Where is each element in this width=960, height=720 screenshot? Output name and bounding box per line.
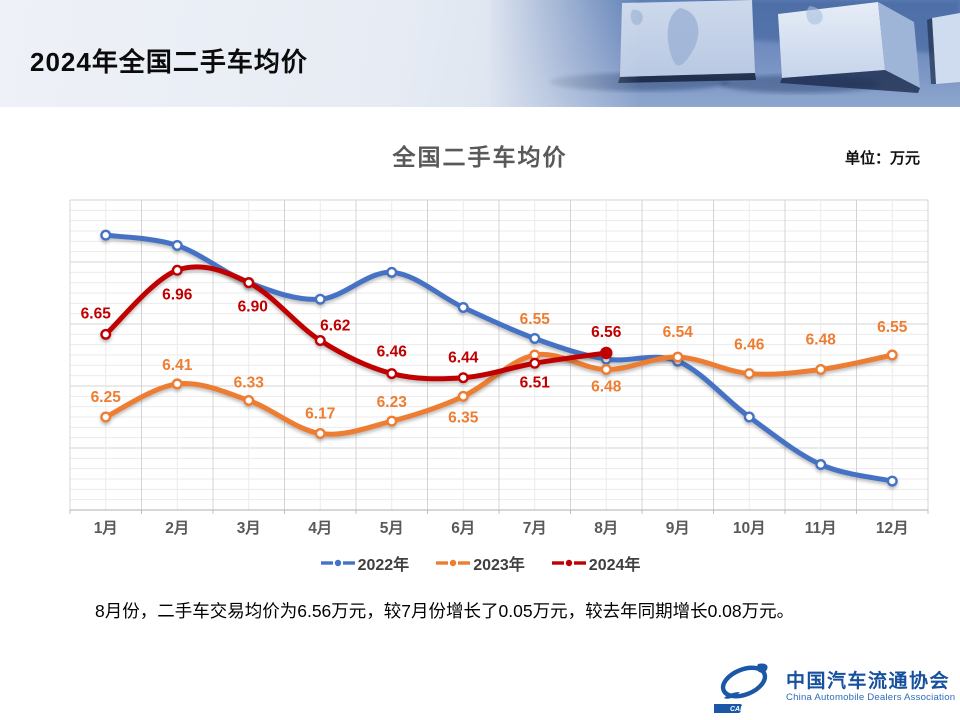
data-label: 6.35 <box>448 409 479 426</box>
data-point <box>100 328 112 340</box>
cada-abbr-text: CADA <box>730 706 750 713</box>
summary-text: 8月份，二手车交易均价为6.56万元，较7月份增长了0.05万元，较去年同期增长… <box>95 601 795 621</box>
data-point <box>457 390 469 402</box>
x-axis-label: 11月 <box>805 519 837 537</box>
data-label: 6.48 <box>806 331 837 348</box>
data-point <box>100 229 112 241</box>
data-point <box>314 293 326 305</box>
legend-label: 2022年 <box>357 557 410 574</box>
data-label: 6.48 <box>591 378 622 395</box>
data-point <box>457 301 469 313</box>
data-point <box>171 239 183 251</box>
data-point <box>100 411 112 423</box>
data-label: 6.96 <box>162 286 193 303</box>
legend-label: 2024年 <box>588 557 641 574</box>
legend-item-2023年: 2023年 <box>435 551 525 575</box>
legend-item-2024年: 2024年 <box>551 551 641 575</box>
data-point <box>171 378 183 390</box>
data-label: 6.41 <box>162 357 193 374</box>
data-point <box>314 428 326 440</box>
data-point <box>386 415 398 427</box>
page-title: 2024年全国二手车均价 <box>30 47 308 77</box>
data-point <box>815 459 827 471</box>
data-point <box>672 351 684 363</box>
data-label: 6.17 <box>305 406 335 423</box>
logo-org-name-cn: 中国汽车流通协会 <box>786 670 951 692</box>
x-axis-label: 10月 <box>733 519 766 537</box>
data-point <box>886 349 898 361</box>
header-band: 2024年全国二手车均价 <box>0 0 960 107</box>
data-point <box>171 264 183 276</box>
data-label: 6.44 <box>448 350 479 367</box>
legend-marker-icon <box>551 559 586 567</box>
data-point <box>243 277 255 289</box>
data-label: 6.90 <box>238 299 268 316</box>
data-point <box>743 411 755 423</box>
cada-logo-icon: CADA <box>714 663 768 713</box>
data-point <box>386 266 398 278</box>
x-axis-label: 4月 <box>308 519 332 537</box>
header-decoration-cubes-icon <box>490 0 960 107</box>
data-point <box>243 394 255 406</box>
data-label: 6.56 <box>591 324 622 341</box>
logo-org-name-en: China Automobile Dealers Association <box>786 692 956 704</box>
data-label: 6.65 <box>81 305 112 322</box>
chart-legend: 2022年 2023年 2024年 <box>0 551 960 575</box>
data-point <box>886 475 898 487</box>
legend-marker-icon <box>320 559 355 567</box>
data-label: 6.25 <box>91 389 122 406</box>
data-label: 6.51 <box>520 374 551 391</box>
price-line-chart: 6.25 6.41 6.33 6.17 6.23 6.35 6.55 6.48 6.54 6.46… <box>69 199 929 537</box>
x-axis-label: 6月 <box>451 519 475 537</box>
x-axis-label: 9月 <box>666 519 690 537</box>
chart-title: 全国二手车均价 <box>392 144 568 170</box>
data-point <box>600 363 612 375</box>
legend-marker-icon <box>436 559 471 567</box>
data-point <box>529 357 541 369</box>
data-point <box>743 368 755 380</box>
series-2024年 <box>100 264 613 384</box>
legend-label: 2023年 <box>473 557 525 574</box>
data-label: 6.62 <box>320 318 350 335</box>
data-point <box>815 363 827 375</box>
data-label: 6.23 <box>377 394 408 411</box>
x-axis-label: 8月 <box>594 519 618 537</box>
unit-label: 单位：万元 <box>844 150 920 167</box>
data-label: 6.55 <box>877 319 908 336</box>
data-point <box>600 346 613 360</box>
x-axis-label: 1月 <box>94 519 118 537</box>
data-point <box>529 332 541 344</box>
x-axis-label: 5月 <box>380 519 404 537</box>
legend-item-2022年: 2022年 <box>320 551 410 575</box>
data-label: 6.55 <box>520 311 551 328</box>
grid <box>69 199 929 514</box>
x-axis-label: 2月 <box>165 519 189 537</box>
x-axis-label: 12月 <box>876 519 909 537</box>
data-label: 6.46 <box>734 337 765 354</box>
data-point <box>386 368 398 380</box>
x-axis-label: 7月 <box>523 519 547 537</box>
data-point <box>457 372 469 384</box>
cada-logo: CADA 中国汽车流通协会 China Automobile Dealers A… <box>714 658 955 716</box>
data-label: 6.54 <box>663 324 694 341</box>
data-label: 6.33 <box>234 374 265 391</box>
data-point <box>314 335 326 347</box>
data-label: 6.46 <box>377 344 408 361</box>
x-axis-label: 3月 <box>237 519 261 537</box>
